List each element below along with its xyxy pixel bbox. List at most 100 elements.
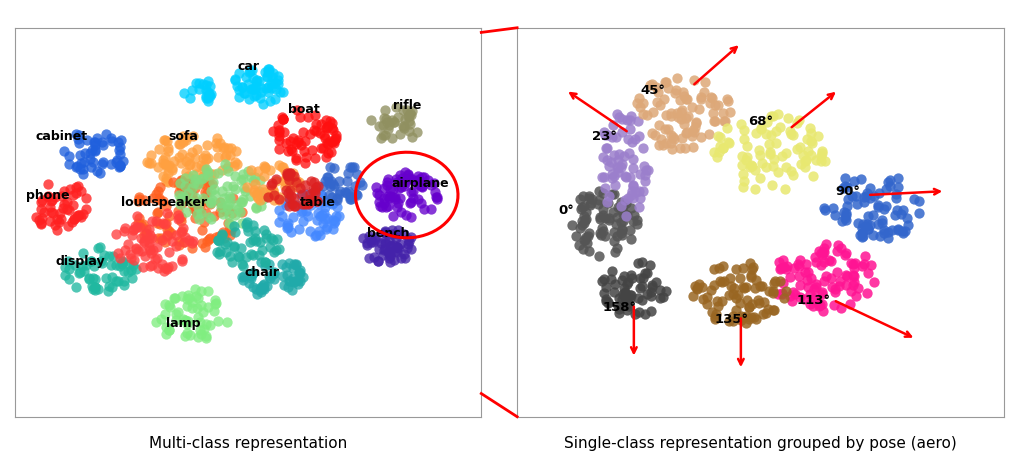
- Point: [653, 135, 670, 143]
- Point: [635, 275, 651, 282]
- Point: [157, 137, 173, 144]
- Point: [33, 198, 49, 206]
- Point: [286, 194, 302, 201]
- Point: [155, 160, 171, 167]
- Point: [87, 283, 103, 290]
- Point: [808, 157, 824, 164]
- Point: [625, 138, 641, 145]
- Point: [666, 133, 682, 140]
- Point: [282, 138, 298, 145]
- Point: [290, 281, 306, 288]
- Point: [270, 81, 287, 88]
- Point: [103, 283, 120, 291]
- Point: [631, 188, 647, 195]
- Point: [278, 139, 294, 146]
- Point: [130, 219, 146, 226]
- Point: [613, 163, 630, 170]
- Point: [813, 150, 829, 157]
- Point: [281, 174, 297, 181]
- Point: [383, 242, 399, 250]
- Point: [625, 164, 641, 172]
- Point: [218, 248, 234, 256]
- Point: [696, 88, 713, 95]
- Point: [250, 187, 266, 194]
- Point: [102, 160, 119, 167]
- Point: [577, 216, 593, 224]
- Point: [788, 119, 805, 127]
- Point: [150, 187, 166, 194]
- Point: [315, 144, 332, 152]
- Point: [861, 222, 878, 229]
- Point: [159, 331, 175, 338]
- Point: [618, 211, 635, 219]
- Point: [157, 310, 173, 318]
- Point: [860, 226, 877, 233]
- Point: [132, 224, 148, 231]
- Point: [40, 193, 56, 200]
- Point: [271, 145, 288, 152]
- Point: [361, 232, 378, 239]
- Text: Single-class representation grouped by pose (aero): Single-class representation grouped by p…: [564, 436, 956, 451]
- Point: [658, 111, 675, 119]
- Point: [134, 263, 151, 271]
- Point: [42, 203, 58, 211]
- Point: [378, 118, 394, 125]
- Point: [812, 152, 828, 160]
- Point: [216, 194, 232, 201]
- Point: [156, 136, 172, 144]
- Point: [274, 115, 291, 123]
- Point: [375, 121, 391, 128]
- Point: [364, 238, 380, 245]
- Point: [753, 124, 769, 131]
- Point: [201, 213, 217, 220]
- Point: [173, 228, 189, 235]
- Point: [813, 157, 829, 165]
- Point: [592, 213, 608, 221]
- Point: [100, 282, 117, 290]
- Point: [650, 89, 667, 96]
- Point: [193, 209, 209, 217]
- Point: [339, 177, 355, 185]
- Point: [596, 129, 612, 136]
- Point: [244, 269, 260, 277]
- Point: [779, 263, 796, 270]
- Point: [195, 172, 211, 180]
- Point: [352, 178, 369, 186]
- Point: [685, 144, 701, 151]
- Point: [285, 171, 301, 179]
- Point: [733, 317, 750, 324]
- Point: [822, 275, 839, 282]
- Point: [202, 82, 218, 90]
- Point: [732, 274, 749, 282]
- Point: [754, 160, 770, 167]
- Point: [259, 192, 275, 200]
- Point: [400, 171, 417, 179]
- Point: [87, 139, 103, 146]
- Point: [221, 253, 238, 260]
- Point: [127, 222, 143, 230]
- Point: [634, 296, 650, 303]
- Point: [142, 247, 159, 254]
- Point: [57, 272, 74, 279]
- Point: [360, 255, 377, 262]
- Point: [888, 194, 904, 201]
- Point: [77, 149, 93, 156]
- Point: [721, 291, 737, 298]
- Point: [300, 113, 316, 120]
- Point: [252, 238, 268, 246]
- Point: [608, 221, 625, 228]
- Point: [199, 81, 215, 89]
- Point: [212, 208, 228, 216]
- Point: [135, 232, 152, 239]
- Point: [894, 227, 910, 235]
- Point: [168, 311, 184, 318]
- Point: [839, 209, 855, 217]
- Point: [372, 199, 388, 206]
- Point: [686, 282, 702, 290]
- Point: [248, 91, 264, 98]
- Point: [199, 334, 215, 341]
- Point: [253, 84, 269, 92]
- Point: [848, 192, 864, 200]
- Text: car: car: [238, 60, 259, 73]
- Point: [765, 306, 781, 313]
